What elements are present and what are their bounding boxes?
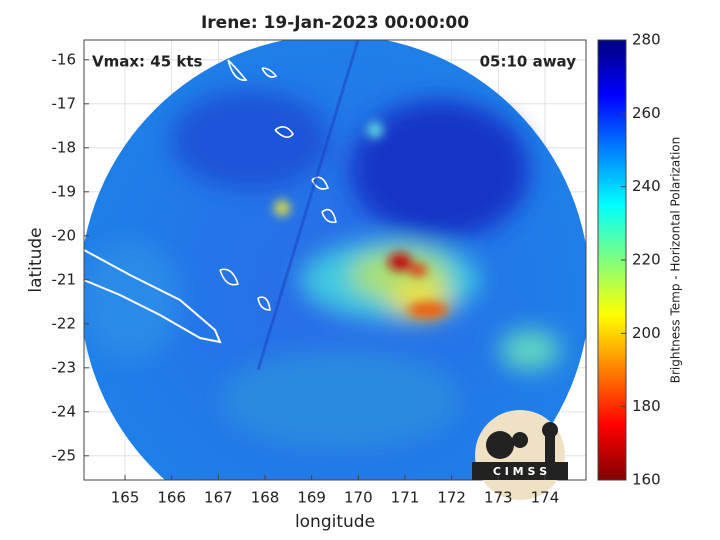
x-tick-label: 167 xyxy=(204,489,233,507)
y-tick-label: -17 xyxy=(52,94,77,112)
x-tick-label: 170 xyxy=(344,489,373,507)
y-tick-label: -16 xyxy=(52,50,77,68)
colorbar-tick-label: 260 xyxy=(632,104,661,122)
x-tick-label: 171 xyxy=(391,489,420,507)
x-tick-label: 172 xyxy=(437,489,466,507)
x-tick-label: 166 xyxy=(157,489,186,507)
x-tick-label: 168 xyxy=(251,489,280,507)
annotation: 05:10 away xyxy=(480,53,577,71)
y-tick-label: -20 xyxy=(52,226,77,244)
y-tick-label: -22 xyxy=(52,314,77,332)
colorbar-tick-label: 180 xyxy=(632,397,661,415)
chart-title: Irene: 19-Jan-2023 00:00:00 xyxy=(201,13,469,33)
colorbar-tick-label: 280 xyxy=(632,31,661,49)
y-tick-label: -23 xyxy=(52,358,77,376)
x-tick-label: 169 xyxy=(297,489,326,507)
logo-text: C I M S S xyxy=(493,465,547,478)
y-tick-label: -24 xyxy=(52,402,77,420)
y-axis-label: latitude xyxy=(26,227,46,292)
x-tick-label: 165 xyxy=(111,489,140,507)
y-tick-label: -21 xyxy=(52,270,77,288)
annotation: Vmax: 45 kts xyxy=(92,53,202,71)
y-tick-label: -18 xyxy=(52,138,77,156)
colorbar-tick-label: 240 xyxy=(632,177,661,195)
axes-frame xyxy=(83,39,587,481)
colorbar-tick-label: 220 xyxy=(632,251,661,269)
satellite-image xyxy=(84,40,586,480)
x-tick-label: 173 xyxy=(484,489,513,507)
x-tick-label: 174 xyxy=(531,489,560,507)
cimss-logo: C I M S S xyxy=(472,410,568,500)
colorbar-tick-label: 160 xyxy=(632,471,661,489)
x-axis-label: longitude xyxy=(295,512,375,532)
y-tick-label: -19 xyxy=(52,182,77,200)
colorbar-tick-label: 200 xyxy=(632,324,661,342)
y-tick-label: -25 xyxy=(52,446,77,464)
colorbar-label: Brightness Temp - Horizontal Polarizatio… xyxy=(669,137,683,384)
